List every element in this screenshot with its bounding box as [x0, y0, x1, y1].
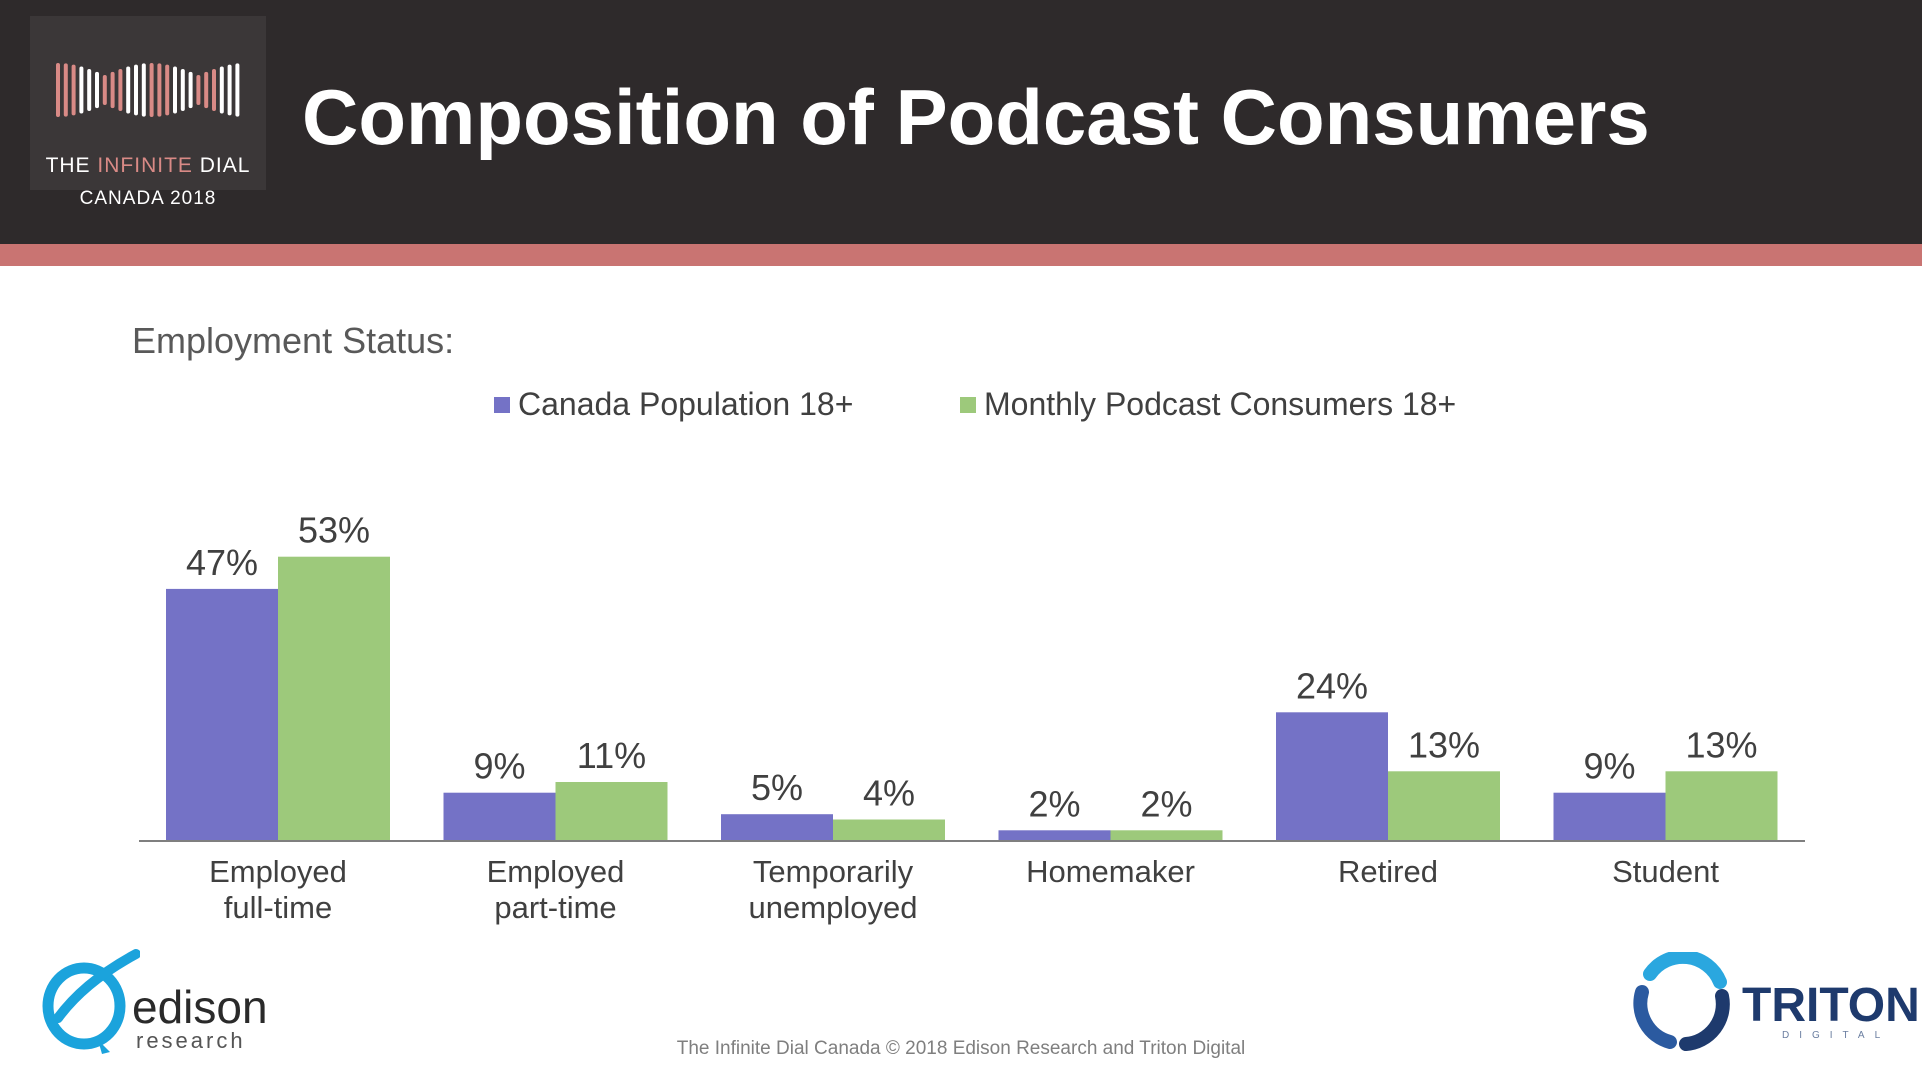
- chart-subtitle: Employment Status:: [132, 320, 455, 361]
- x-tick-label: Student: [1612, 854, 1719, 889]
- logo-wave-bar: [141, 63, 146, 117]
- triton-ring-icon: [1633, 952, 1730, 1051]
- logo-wave-bar: [227, 64, 232, 116]
- infinite-dial-wave-icon: [56, 63, 240, 117]
- legend-label-podcast: Monthly Podcast Consumers 18+: [984, 386, 1457, 422]
- x-tick-label: unemployed: [749, 890, 918, 925]
- bar-podcast: [1110, 830, 1223, 841]
- chart-legend: Canada Population 18+ Monthly Podcast Co…: [0, 386, 1922, 430]
- legend-label-population: Canada Population 18+: [518, 386, 854, 422]
- header-stripe: [0, 244, 1922, 266]
- bar-data-label: 24%: [1296, 665, 1368, 706]
- bar-data-label: 13%: [1685, 724, 1757, 765]
- triton-digital-logo: TRITON DIGITAL: [1630, 952, 1920, 1052]
- logo-wave-bar: [95, 71, 99, 109]
- logo-wave-bar: [196, 75, 201, 105]
- x-tick-label: Homemaker: [1026, 854, 1195, 889]
- logo-wave-bar: [204, 71, 209, 109]
- bar-data-label: 53%: [298, 510, 370, 551]
- bar-data-label: 5%: [751, 767, 803, 808]
- logo-wave-bar: [79, 66, 84, 114]
- logo-wave-bar: [126, 66, 131, 114]
- x-tick-label: Employed: [487, 854, 625, 889]
- edison-wordmark: edison: [132, 981, 268, 1033]
- bar-population: [721, 814, 833, 841]
- bar-data-label: 13%: [1408, 724, 1480, 765]
- bar-data-label: 9%: [1583, 746, 1635, 787]
- logo-wave-bar: [173, 66, 177, 114]
- x-tick-label: full-time: [224, 890, 333, 925]
- logo-title-accent: INFINITE: [97, 154, 193, 177]
- bar-population: [166, 588, 278, 841]
- header-bar: THE INFINITE DIAL CANADA 2018 Compositio…: [0, 0, 1922, 244]
- bar-podcast: [1388, 771, 1500, 841]
- logo-title-suffix: DIAL: [192, 154, 251, 177]
- x-tick-label: Temporarily: [753, 854, 914, 889]
- bar-podcast: [1665, 771, 1778, 841]
- logo-wave-bar: [56, 63, 60, 117]
- logo-wave-bar: [63, 63, 68, 117]
- bar-population: [443, 792, 556, 841]
- bar-population: [1276, 712, 1388, 841]
- logo-wave-bar: [71, 64, 76, 116]
- logo-wave-bar: [134, 64, 138, 116]
- page-title: Composition of Podcast Consumers: [302, 73, 1650, 161]
- infinite-dial-logo: THE INFINITE DIAL CANADA 2018: [30, 16, 266, 209]
- bar-podcast: [833, 819, 945, 841]
- bar-data-label: 2%: [1028, 783, 1080, 824]
- edison-swirl-icon: [42, 949, 140, 1054]
- bar-podcast: [555, 782, 668, 841]
- edison-research-logo: edison research: [40, 948, 300, 1058]
- logo-title-prefix: THE: [45, 154, 98, 177]
- legend-item-podcast: Monthly Podcast Consumers 18+: [960, 386, 1456, 423]
- legend-swatch-podcast: [960, 396, 976, 413]
- legend-item-population: Canada Population 18+: [494, 386, 853, 423]
- logo-wave-bar: [180, 69, 185, 111]
- logo-wave-bar: [110, 71, 115, 109]
- logo-wave-bar: [235, 63, 240, 117]
- edison-subtext: research: [136, 1028, 246, 1053]
- bar-population: [998, 830, 1111, 841]
- logo-wave-bar: [149, 63, 154, 117]
- bar-data-label: 9%: [473, 746, 525, 787]
- logo-wave-bar: [102, 75, 107, 105]
- logo-wave-bar: [165, 64, 170, 116]
- bar-data-label: 2%: [1140, 783, 1192, 824]
- logo-wave-bar: [157, 63, 162, 117]
- legend-swatch-population: [494, 396, 510, 413]
- logo-wave-bar: [118, 69, 123, 111]
- logo-wave-bar: [87, 69, 92, 111]
- x-tick-label: part-time: [494, 890, 616, 925]
- logo-title: THE INFINITE DIAL: [30, 154, 266, 178]
- x-tick-label: Employed: [209, 854, 347, 889]
- bar-data-label: 4%: [863, 773, 915, 814]
- logo-wave-bar: [212, 69, 216, 111]
- bar-data-label: 11%: [577, 735, 646, 776]
- triton-subtext: DIGITAL: [1782, 1030, 1891, 1041]
- triton-wordmark: TRITON: [1742, 979, 1920, 1032]
- x-tick-label: Retired: [1338, 854, 1438, 889]
- logo-subtitle: CANADA 2018: [79, 188, 217, 209]
- footer-copyright: The Infinite Dial Canada © 2018 Edison R…: [676, 1038, 1246, 1059]
- logo-wave-bar: [219, 66, 224, 114]
- bar-podcast: [278, 556, 390, 841]
- bar-population: [1553, 792, 1666, 841]
- bar-data-label: 47%: [186, 542, 258, 583]
- logo-wave-bar: [188, 71, 193, 109]
